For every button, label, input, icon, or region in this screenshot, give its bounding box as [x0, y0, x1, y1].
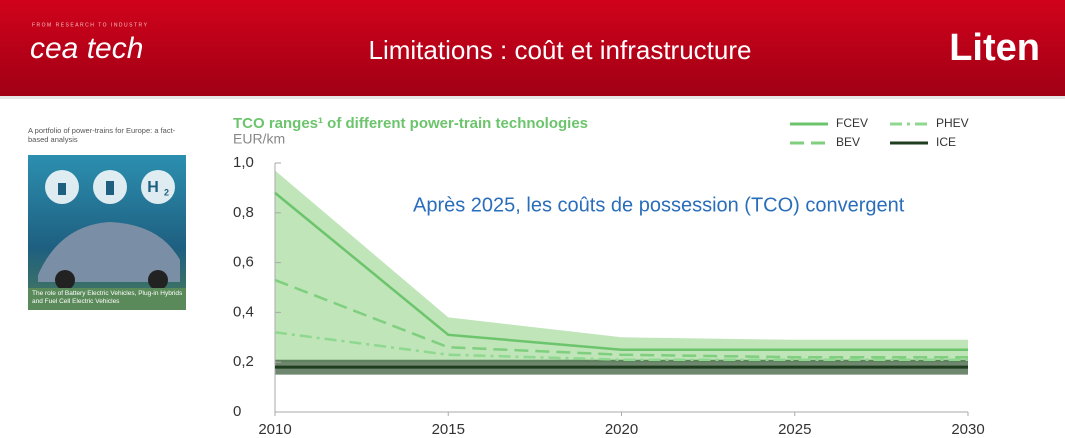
- legend-label: ICE: [936, 135, 956, 149]
- header-bar: [0, 0, 1065, 96]
- icon-fuel-shape: [58, 183, 66, 195]
- x-tick-label: 2025: [778, 421, 811, 438]
- x-tick-label: 2020: [605, 421, 638, 438]
- cover-caption-bg: [28, 288, 186, 310]
- series-line: [274, 331, 968, 361]
- y-tick-label: 0,6: [233, 254, 254, 271]
- cover-caption-box: The role of Battery Electric Vehicles, P…: [32, 290, 183, 305]
- x-tick-label: 2015: [432, 421, 465, 438]
- cover-title-box: A portfolio of power-trains for Europe: …: [28, 126, 176, 144]
- icon-h2-sub: 2: [164, 187, 169, 197]
- right-logo: Liten: [949, 27, 1040, 69]
- cover-title: A portfolio of power-trains for Europe: …: [28, 126, 176, 144]
- icon-h2: H: [147, 179, 159, 196]
- series-line: [274, 191, 968, 351]
- wheel: [55, 270, 75, 290]
- y-tick-label: 0,4: [233, 303, 254, 320]
- x-tick-label: 2010: [258, 421, 291, 438]
- cover-caption: The role of Battery Electric Vehicles, P…: [32, 290, 183, 305]
- icon-plug-shape: [106, 181, 114, 195]
- logo: cea tech: [30, 32, 143, 65]
- y-tick-label: 1,0: [233, 154, 254, 171]
- series-line: [274, 278, 968, 359]
- legend-label: FCEV: [836, 116, 868, 130]
- y-tick-label: 0,8: [233, 204, 254, 221]
- range-band: [275, 170, 968, 363]
- icon-h2-bg: [141, 170, 175, 204]
- y-axis-label: EUR/km: [233, 131, 285, 147]
- y-tick-label: 0: [233, 403, 241, 420]
- cover-car: [38, 222, 180, 282]
- cover: A portfolio of power-trains for Europe: …: [28, 126, 186, 310]
- chart-title: TCO ranges¹ of different power-train tec…: [233, 115, 588, 132]
- wheel: [148, 270, 168, 290]
- x-tick-label: 2030: [951, 421, 984, 438]
- y-tick-label: 0,2: [233, 353, 254, 370]
- logo-tagline: FROM RESEARCH TO INDUSTRY: [32, 22, 148, 28]
- annotation: Après 2025, les coûts de possession (TCO…: [413, 194, 905, 216]
- legend-label: PHEV: [936, 116, 969, 130]
- header-shadow: [0, 96, 1065, 99]
- slide-title: Limitations : coût et infrastructure: [369, 35, 752, 65]
- legend-label: BEV: [836, 135, 860, 149]
